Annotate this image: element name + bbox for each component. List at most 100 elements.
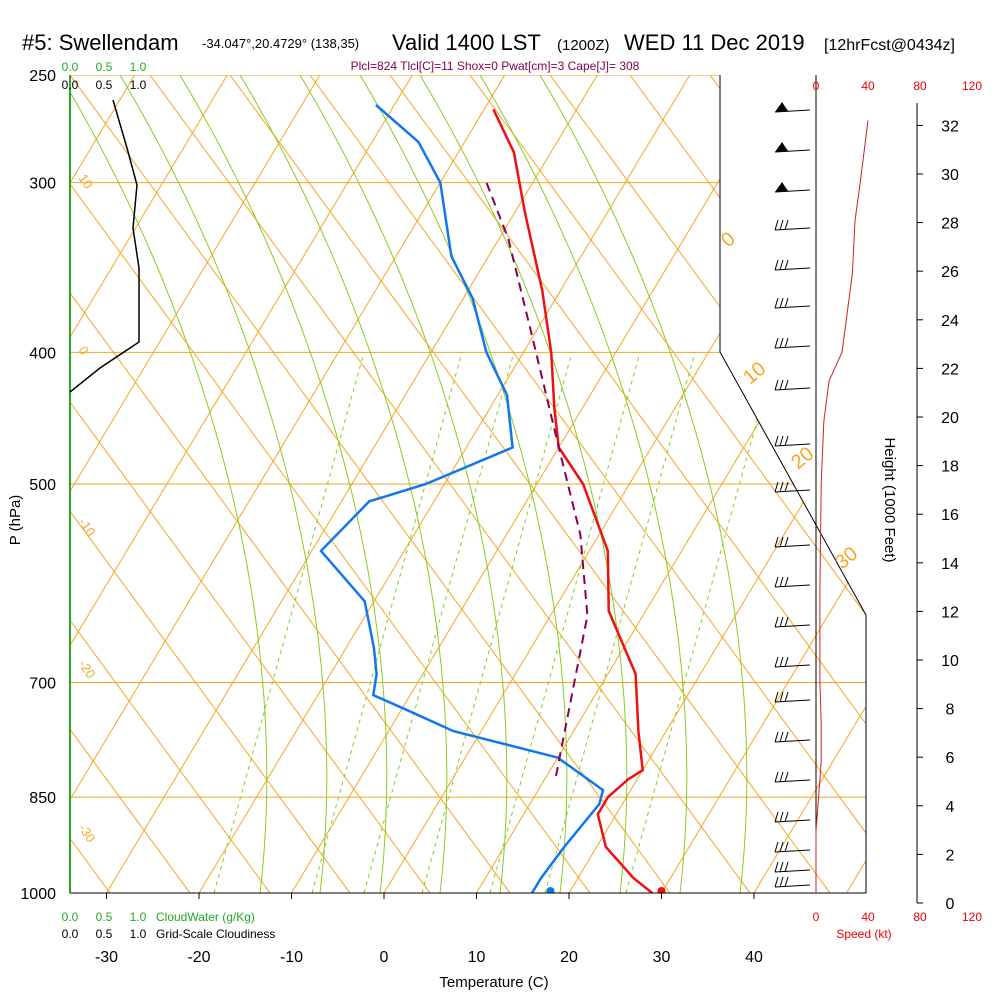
cloudwater-tick: 0.5 xyxy=(96,910,113,924)
moist-adiabat-line xyxy=(479,75,688,893)
wind-barb-staff xyxy=(774,779,811,783)
wind-barb xyxy=(774,102,811,113)
wind-barb-feather xyxy=(779,691,784,703)
wind-barb-feather xyxy=(774,297,779,309)
cloud-scale: 0.0 0.0 0.0 0.0 0.5 0.5 0.5 0.5 1.0 1.0 1.0 1.0 xyxy=(62,60,147,941)
moist-adiabat-line xyxy=(299,75,508,893)
speed-tick-label: 120 xyxy=(962,910,982,924)
wind-barb-staff xyxy=(774,739,811,743)
wind-barb-staff xyxy=(774,544,811,548)
dry-adiabat-line xyxy=(70,75,271,893)
wind-barb-staff xyxy=(774,584,811,588)
temperature-axis-label: Temperature (C) xyxy=(439,974,548,991)
wind-barb-feather xyxy=(774,219,779,231)
wind-barb-feather xyxy=(774,616,779,628)
wind-barb-feather xyxy=(784,656,789,668)
wind-barb xyxy=(774,435,811,447)
wind-barb-feather xyxy=(779,435,784,447)
wind-barb-feather xyxy=(774,536,779,548)
pressure-tick-label: 500 xyxy=(29,477,56,494)
height-tick-label: 12 xyxy=(941,604,959,621)
isotherm-line xyxy=(70,75,506,893)
isotherm-line xyxy=(846,75,866,893)
dry-adiabat-line xyxy=(70,75,431,893)
speed-tick-label: 0 xyxy=(813,910,820,924)
wind-barb-feather xyxy=(774,876,779,888)
height-tick-label: 24 xyxy=(941,313,959,330)
speed-tick-label: 80 xyxy=(913,910,927,924)
wind-barb-feather xyxy=(784,297,789,309)
background-grid xyxy=(0,75,1000,893)
cloudwater-tick: 1.0 xyxy=(130,910,147,924)
dry-adiabat-line xyxy=(309,75,866,893)
speed-tick-label-top: 120 xyxy=(962,79,982,93)
mixing-ratio-line xyxy=(625,352,777,893)
cloudiness-label: Grid-Scale Cloudiness xyxy=(156,927,275,941)
wind-barb-staff xyxy=(774,664,811,668)
wind-barb-feather xyxy=(779,259,784,271)
height-tick-label: 18 xyxy=(941,459,959,476)
height-tick-label: 22 xyxy=(941,361,959,378)
mixing-ratio-label: 20 xyxy=(631,895,653,917)
height-tick-label: 8 xyxy=(946,702,955,719)
cloudwater-tick: 0.0 xyxy=(62,910,79,924)
dry-adiabat-line xyxy=(70,75,351,893)
cloudiness-tick-top: 1.0 xyxy=(130,78,147,92)
height-tick-label: 28 xyxy=(941,216,959,233)
wind-barb xyxy=(774,536,811,548)
wind-barb-flag xyxy=(775,182,788,192)
dry-adiabat-line xyxy=(950,75,1000,893)
wind-barb xyxy=(774,576,811,588)
wind-barb xyxy=(774,379,811,391)
speed-tick-label-top: 0 xyxy=(813,79,820,93)
cloudiness-tick: 0.0 xyxy=(62,927,79,941)
pressure-tick-label: 850 xyxy=(29,790,56,807)
valid-time: Valid 1400 LST xyxy=(392,30,541,55)
cloudiness-profile xyxy=(69,99,140,393)
wind-barb-staff xyxy=(774,387,811,391)
speed-tick-label: 40 xyxy=(861,910,875,924)
wind-barb-feather xyxy=(784,731,789,743)
temperature-axis: -30 -20 -10 0 10 20 30 40 xyxy=(95,893,763,966)
wind-barb-staff xyxy=(774,849,811,853)
wind-barb-staff xyxy=(774,305,811,309)
cloudiness-tick-top: 0.0 xyxy=(62,78,79,92)
utc-time: (1200Z) xyxy=(557,37,610,54)
dry-adiabat-line xyxy=(0,75,30,893)
surface-dewpoint-marker xyxy=(546,887,555,893)
wind-barb-feather xyxy=(784,811,789,823)
isotherm-line xyxy=(198,75,691,893)
dewpoint-line xyxy=(319,103,605,893)
wind-barb xyxy=(774,481,811,493)
height-tick-label: 4 xyxy=(946,799,955,816)
wind-barb-staff xyxy=(774,819,811,823)
wind-barb-staff xyxy=(774,884,811,888)
wind-barb-feather xyxy=(784,337,789,349)
height-axis-label: Height (1000 Feet) xyxy=(881,437,898,562)
wind-barb-feather xyxy=(784,259,789,271)
height-tick-label: 30 xyxy=(941,167,959,184)
isotherm-line xyxy=(70,75,321,893)
dry-adiabat-line xyxy=(389,75,866,893)
wind-barb-flag xyxy=(775,102,788,112)
wind-barb-staff xyxy=(774,443,811,447)
speed-tick-label-top: 80 xyxy=(913,79,927,93)
isotherm-label: 10 xyxy=(76,171,97,191)
wind-barb xyxy=(774,731,811,743)
wind-barb-feather xyxy=(779,219,784,231)
wind-barb xyxy=(774,841,811,853)
wind-barb xyxy=(774,656,811,668)
temperature-tick-label: 20 xyxy=(560,949,578,966)
stability-indices: Plcl=824 Tlcl[C]=11 Shox=0 Pwat[cm]=3 Ca… xyxy=(351,59,640,73)
wind-barb-staff xyxy=(774,699,811,703)
moist-adiabat-line xyxy=(539,75,748,893)
cloudwater-label: CloudWater (g/Kg) xyxy=(156,910,255,924)
wind-barb-feather xyxy=(784,771,789,783)
wind-barb-feather xyxy=(784,576,789,588)
isotherm-label: 10 xyxy=(739,358,770,389)
wind-barb xyxy=(774,297,811,309)
pressure-axis: 250 300 400 500 700 850 1000 xyxy=(20,68,56,903)
isotherm-label: 0 xyxy=(76,343,92,358)
